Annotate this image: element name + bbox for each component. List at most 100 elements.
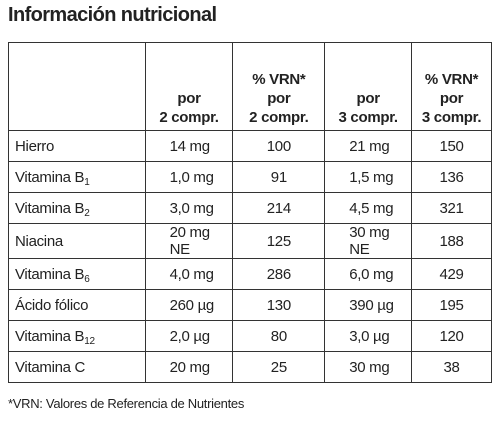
cell-text: 4,0 mg	[169, 265, 214, 283]
cell-text: 321	[439, 199, 464, 217]
header-line: 2 compr.	[249, 109, 309, 126]
cell-text: 2,0 µg	[169, 327, 211, 345]
cell-text: 286	[266, 265, 291, 283]
label-subscript: 12	[84, 335, 95, 347]
table-cell: 100	[232, 130, 326, 162]
label-text: Vitamina B	[15, 168, 85, 186]
cell-text: 260 µg	[169, 296, 215, 314]
cell-text: 150	[439, 137, 464, 155]
table-row: Niacina 20 mg NE 125 30 mg NE 188	[8, 223, 492, 259]
title: Información nutricional	[8, 4, 217, 26]
table-row: Vitamina B6 4,0 mg 286 6,0 mg 429	[8, 258, 492, 290]
cell-text: 195	[439, 296, 464, 314]
cell-text: 30 mg	[349, 358, 390, 376]
table-row: Vitamina B12 2,0 µg 80 3,0 µg 120	[8, 320, 492, 352]
cell-text: 3,0 mg	[169, 199, 214, 217]
label-text: Vitamina B	[15, 327, 85, 345]
table-cell: 6,0 mg	[324, 258, 413, 290]
label-text: Niacina	[15, 232, 63, 250]
label-subscript: 6	[84, 273, 90, 285]
table-cell: 4,0 mg	[144, 258, 234, 290]
table-cell: 14 mg	[144, 130, 234, 162]
table-cell: 2,0 µg	[144, 320, 234, 352]
cell-text: 1,0 mg	[169, 168, 214, 186]
cell-text: 6,0 mg	[349, 265, 394, 283]
header-line: % VRN*	[424, 71, 479, 88]
cell-text: 91	[270, 168, 287, 186]
cell-text: 4,5 mg	[349, 199, 394, 217]
label-text: Hierro	[15, 137, 55, 155]
cell-text: 1,5 mg	[349, 168, 394, 186]
cell-text: 136	[439, 168, 464, 186]
row-label: Vitamina B12	[8, 320, 146, 352]
table-cell: 260 µg	[144, 289, 234, 321]
label-text: Ácido fólico	[15, 296, 89, 314]
header-line: 3 compr.	[338, 109, 399, 126]
header-line: por	[267, 90, 291, 107]
table-cell: 1,0 mg	[144, 161, 234, 193]
table-cell: 136	[411, 161, 492, 193]
table-row: Hierro 14 mg 100 21 mg 150	[8, 130, 492, 162]
table-cell: 429	[411, 258, 492, 290]
row-label: Vitamina B6	[8, 258, 146, 290]
label-text: Vitamina C	[15, 358, 86, 376]
table-cell: 4,5 mg	[324, 192, 413, 224]
table-cell: 30 mg NE	[324, 223, 413, 259]
table-cell: 91	[232, 161, 326, 193]
cell-text: 120	[439, 327, 464, 345]
footnote: *VRN: Valores de Referencia de Nutriente…	[8, 396, 245, 411]
label-text: Vitamina B	[15, 199, 85, 217]
cell-text: 125	[266, 232, 291, 250]
cell-text: 390 µg	[349, 296, 394, 314]
table-cell: 390 µg	[324, 289, 413, 321]
cell-text: 38	[443, 358, 460, 376]
table-cell: 195	[411, 289, 492, 321]
header-cell: por 3 compr.	[324, 42, 413, 131]
table-cell: 1,5 mg	[324, 161, 413, 193]
cell-text: 3,0 µg	[349, 327, 390, 345]
header-cell: por 2 compr.	[144, 42, 234, 131]
table-cell: 214	[232, 192, 326, 224]
table-cell: 188	[411, 223, 492, 259]
header-line: por	[439, 90, 464, 107]
cell-text: 25	[270, 358, 287, 376]
header-row: por 2 compr. % VRN* por 2 compr. por 3 compr.%…	[8, 42, 492, 131]
cell-text: 14 mg	[169, 137, 211, 155]
cell-text: 21 mg	[349, 137, 390, 155]
table-cell: 25	[232, 351, 326, 383]
cell-text: 214	[266, 199, 291, 217]
table-cell: 20 mg	[144, 351, 234, 383]
header-cell: % VRN* por 2 compr.	[232, 42, 326, 131]
table-cell: 3,0 µg	[324, 320, 413, 352]
table-cell: 38	[411, 351, 492, 383]
header-cell: % VRN* por 3 compr.	[411, 42, 492, 131]
label-subscript: 2	[84, 207, 90, 219]
table-cell: 80	[232, 320, 326, 352]
table-cell: 21 mg	[324, 130, 413, 162]
cell-text: 20 mg	[169, 358, 211, 376]
header-line: por	[177, 90, 201, 107]
header-line: por	[356, 90, 381, 107]
header-line: 3 compr.	[421, 109, 482, 126]
table-cell: 30 mg	[324, 351, 413, 383]
row-label: Hierro	[8, 130, 146, 162]
cell-text: 20 mg NE	[169, 224, 211, 258]
table-row: Vitamina C 20 mg 25 30 mg 38	[8, 351, 492, 383]
cell-text: 100	[266, 137, 291, 155]
table-row: Vitamina B2 3,0 mg 214 4,5 mg 321	[8, 192, 492, 224]
cell-text: 130	[266, 296, 291, 314]
cell-text: 80	[270, 327, 287, 345]
row-label: Vitamina B2	[8, 192, 146, 224]
cell-text: 30 mg NE	[349, 224, 390, 258]
cell-text: 188	[439, 232, 464, 250]
header-line: 2 compr.	[159, 109, 219, 126]
table-cell: 3,0 mg	[144, 192, 234, 224]
table-cell: 286	[232, 258, 326, 290]
table-row: Ácido fólico 260 µg 130 390 µg 195	[8, 289, 492, 321]
label-subscript: 1	[84, 176, 90, 188]
row-label: Vitamina B1	[8, 161, 146, 193]
row-label: Ácido fólico	[8, 289, 146, 321]
table-cell: 120	[411, 320, 492, 352]
header-line: % VRN*	[252, 71, 306, 88]
